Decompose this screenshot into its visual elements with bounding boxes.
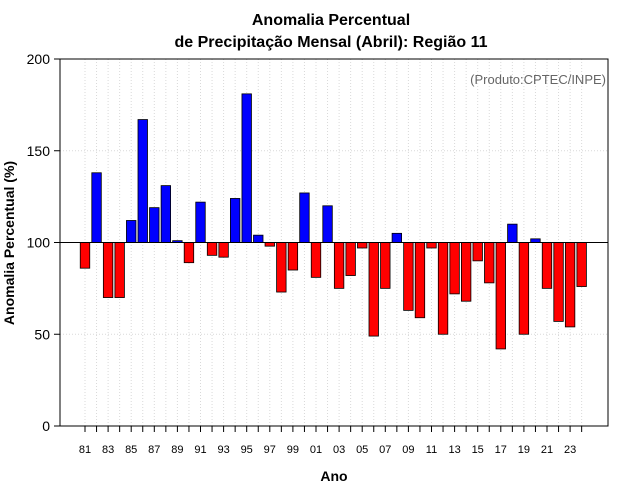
bars-layer (79, 93, 587, 350)
x-tick-label: 95 (241, 444, 253, 456)
bar-88 (160, 185, 172, 243)
x-tick-label: 09 (402, 444, 414, 456)
bar-20 (530, 238, 541, 243)
bar-06 (368, 242, 379, 337)
bar-87 (149, 207, 160, 243)
y-tick-label: 50 (34, 326, 50, 342)
x-tick-label: 07 (379, 444, 391, 456)
bar-08 (391, 232, 403, 243)
bar-21 (541, 242, 553, 289)
bar-85 (126, 220, 137, 243)
bar-86 (137, 119, 148, 243)
x-axis: 81 83 85 87 89 91 93 95 97 99 01 03 05 07 09 11 13 15 17 19… (79, 426, 583, 456)
x-tick-label: 01 (310, 444, 322, 456)
x-axis-label: Ano (320, 468, 347, 484)
bar-07 (380, 242, 391, 289)
x-tick-label: 11 (426, 444, 437, 456)
x-tick-label: 23 (564, 444, 576, 456)
x-tick-label: 87 (148, 444, 160, 456)
x-tick-label: 13 (448, 444, 460, 456)
bar-09 (403, 242, 414, 311)
bar-01 (310, 242, 322, 278)
y-tick-label: 150 (27, 143, 51, 159)
bar-05 (357, 242, 368, 249)
bar-17 (495, 242, 506, 350)
x-tick-label: 15 (472, 444, 484, 456)
bar-84 (114, 242, 125, 298)
x-tick-label: 19 (518, 444, 530, 456)
x-tick-label: 89 (171, 444, 183, 456)
bar-82 (91, 172, 102, 243)
y-axis: 0 50 100 150 200 (27, 51, 60, 434)
bar-90 (183, 242, 195, 264)
bar-11 (426, 242, 437, 249)
bar-13 (449, 242, 460, 295)
bar-97 (264, 242, 275, 247)
x-tick-label: 99 (287, 444, 299, 456)
x-tick-label: 17 (495, 444, 507, 456)
bar-95 (241, 93, 252, 243)
x-tick-label: 93 (217, 444, 229, 456)
chart-title-line1: Anomalia Percentual (252, 12, 410, 29)
product-annotation: (Produto:CPTEC/INPE) (470, 72, 606, 87)
bar-03 (333, 242, 345, 289)
bar-96 (253, 234, 264, 243)
x-tick-label: 83 (102, 444, 114, 456)
bar-16 (484, 242, 495, 284)
bar-00 (299, 192, 310, 243)
x-tick-label: 85 (125, 444, 137, 456)
bar-15 (472, 242, 483, 262)
x-tick-label: 91 (194, 444, 206, 456)
y-tick-label: 100 (27, 235, 51, 251)
bar-04 (345, 242, 356, 276)
bar-92 (206, 242, 218, 256)
bar-18 (507, 223, 518, 243)
x-tick-label: 97 (264, 444, 276, 456)
bar-02 (322, 205, 333, 243)
chart-title-line2: de Precipitação Mensal (Abril): Região 1… (175, 34, 488, 51)
bar-83 (102, 242, 114, 298)
bar-12 (437, 242, 449, 335)
x-tick-label: 05 (356, 444, 368, 456)
bar-81 (79, 242, 91, 269)
bar-10 (414, 242, 426, 319)
bar-23 (564, 242, 576, 328)
bar-91 (195, 201, 206, 243)
y-tick-label: 200 (27, 51, 51, 67)
bar-98 (276, 242, 287, 293)
bar-22 (553, 242, 564, 322)
x-tick-label: 21 (541, 444, 553, 456)
y-axis-label: Anomalia Percentual (%) (1, 161, 17, 325)
x-tick-label: 81 (79, 444, 91, 456)
bar-14 (460, 242, 472, 302)
bar-99 (287, 242, 299, 271)
x-tick-label: 03 (333, 444, 345, 456)
bar-24 (576, 242, 587, 287)
y-tick-label: 0 (42, 418, 50, 434)
bar-94 (229, 198, 241, 243)
bar-93 (218, 242, 229, 258)
bar-19 (518, 242, 530, 335)
